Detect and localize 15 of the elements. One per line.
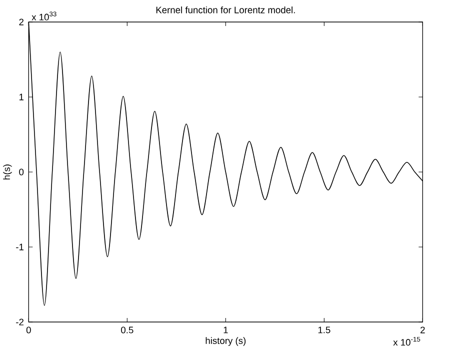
x-tick-label: 0.5	[121, 326, 134, 334]
text: x 10$^{-15}$	[393, 336, 420, 346]
chart-title: Kernel function for Lorentz model.	[156, 6, 295, 14]
y-tick-label: -1	[16, 244, 24, 250]
y-tick-label: 1	[19, 94, 24, 100]
y-tick-label: 0	[19, 168, 24, 176]
x-tick-label: 1	[224, 326, 228, 334]
x-tick-label: 2	[420, 326, 425, 334]
x-tick-label: 0	[26, 326, 31, 334]
y-tick-label: 2	[19, 18, 24, 26]
y-tick-label: -2	[16, 318, 24, 326]
x-tick-label: 1.5	[318, 326, 330, 334]
x-axis-title: history (s)	[206, 337, 246, 346]
y-axis-title: h(s)	[3, 164, 12, 180]
text: x 10$^{33}$	[32, 12, 56, 20]
